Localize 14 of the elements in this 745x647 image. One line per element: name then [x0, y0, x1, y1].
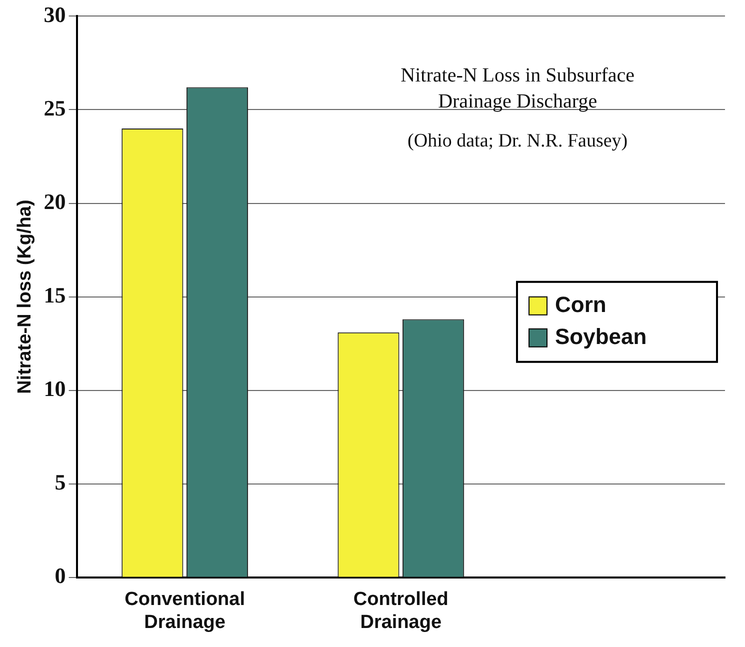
- y-tick-label: 20: [44, 188, 66, 214]
- x-tick-label: Conventional Drainage: [124, 589, 246, 633]
- legend-label: Corn: [555, 292, 606, 317]
- y-tick-label: 30: [44, 2, 66, 27]
- x-tick-label: Controlled Drainage: [353, 589, 448, 633]
- y-tick-label: 15: [44, 282, 66, 308]
- y-tick-label: 5: [54, 470, 66, 495]
- y-tick-label: 25: [44, 95, 66, 120]
- y-tick-label: 10: [44, 376, 66, 402]
- text: (Ohio data; Dr. N.R. Fausey): [408, 130, 628, 152]
- y-tick-label: 0: [54, 563, 66, 588]
- legend-label: Soybean: [555, 324, 647, 349]
- y-axis-title: Nitrate-N loss (Kg/ha): [14, 200, 36, 394]
- text: Nitrate-N Loss in Subsurface Drainage Discharge: [400, 64, 635, 112]
